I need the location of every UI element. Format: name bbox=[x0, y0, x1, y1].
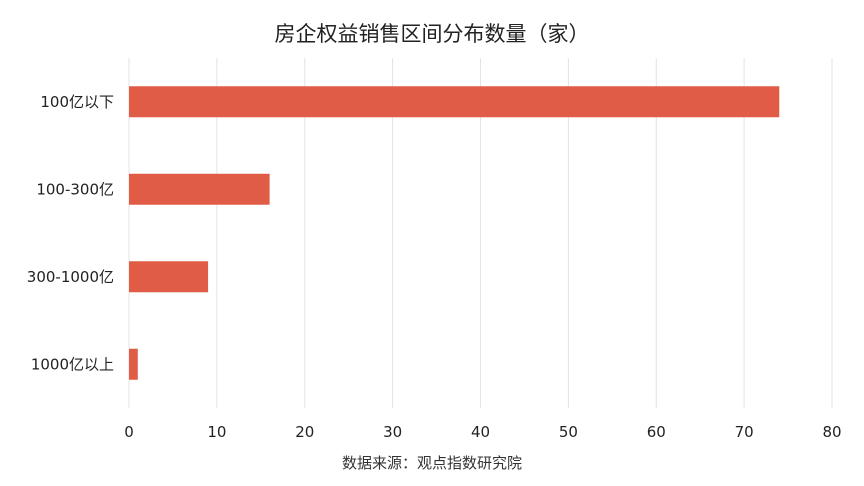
x-tick-label: 0 bbox=[124, 423, 134, 441]
category-labels: 100亿以下 100-300亿 300-1000亿 1000亿以上 bbox=[27, 93, 114, 374]
x-tick-label: 80 bbox=[822, 423, 841, 441]
category-label: 300-1000亿 bbox=[27, 268, 114, 286]
x-tick-label: 20 bbox=[295, 423, 314, 441]
category-label: 1000亿以上 bbox=[31, 355, 114, 373]
chart-title: 房企权益销售区间分布数量（家） bbox=[274, 22, 590, 46]
x-tick-label: 40 bbox=[471, 423, 490, 441]
bar bbox=[129, 173, 270, 205]
bar bbox=[129, 348, 138, 380]
x-tick-label: 60 bbox=[647, 423, 666, 441]
bar bbox=[129, 261, 209, 293]
category-label: 100-300亿 bbox=[36, 180, 114, 198]
bar bbox=[129, 86, 780, 118]
x-tick-label: 10 bbox=[207, 423, 226, 441]
data-source-note: 数据来源：观点指数研究院 bbox=[341, 454, 522, 472]
x-tick-label: 70 bbox=[735, 423, 754, 441]
x-tick-label: 50 bbox=[559, 423, 578, 441]
x-tick-labels: 0 10 20 30 40 50 60 70 80 bbox=[124, 423, 841, 441]
category-label: 100亿以下 bbox=[40, 93, 114, 111]
bars bbox=[129, 86, 780, 380]
x-tick-label: 30 bbox=[383, 423, 402, 441]
